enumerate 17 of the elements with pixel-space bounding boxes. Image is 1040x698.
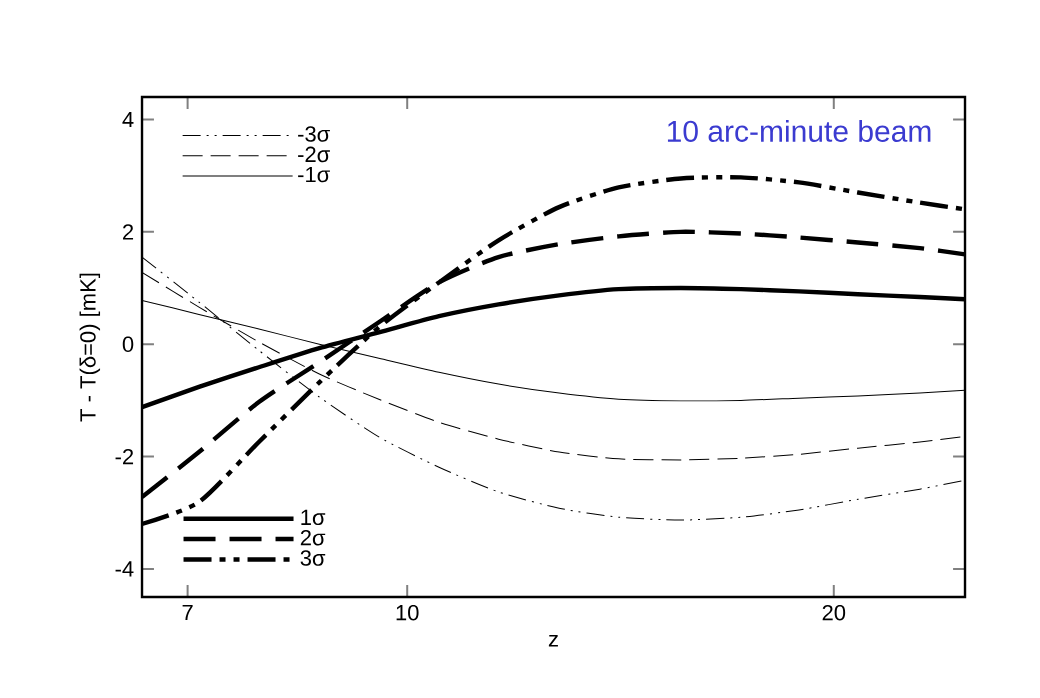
- legend-label: -1σ: [298, 166, 330, 183]
- legend-label: 1σ: [301, 509, 326, 526]
- legend-label: -2σ: [298, 146, 330, 163]
- x-tick-label: 20: [822, 604, 846, 621]
- y-tick-label: -4: [115, 561, 134, 577]
- legend-label: 2σ: [300, 529, 326, 546]
- y-axis-title: T - T(δ=0) [mK]: [79, 273, 101, 422]
- y-tick-label: 2: [123, 224, 134, 240]
- legend-label: -3σ: [298, 126, 330, 142]
- annotation: 10 arc-minute beam: [667, 119, 931, 142]
- legend-label: 3σ: [300, 550, 326, 566]
- x-axis-title: z: [548, 634, 558, 647]
- y-tick-label: 0: [122, 336, 134, 352]
- y-tick-label: -2: [115, 448, 134, 465]
- x-tick-label: 7: [182, 604, 193, 620]
- y-tick-label: 4: [122, 111, 134, 128]
- x-tick-label: 10: [396, 604, 419, 621]
